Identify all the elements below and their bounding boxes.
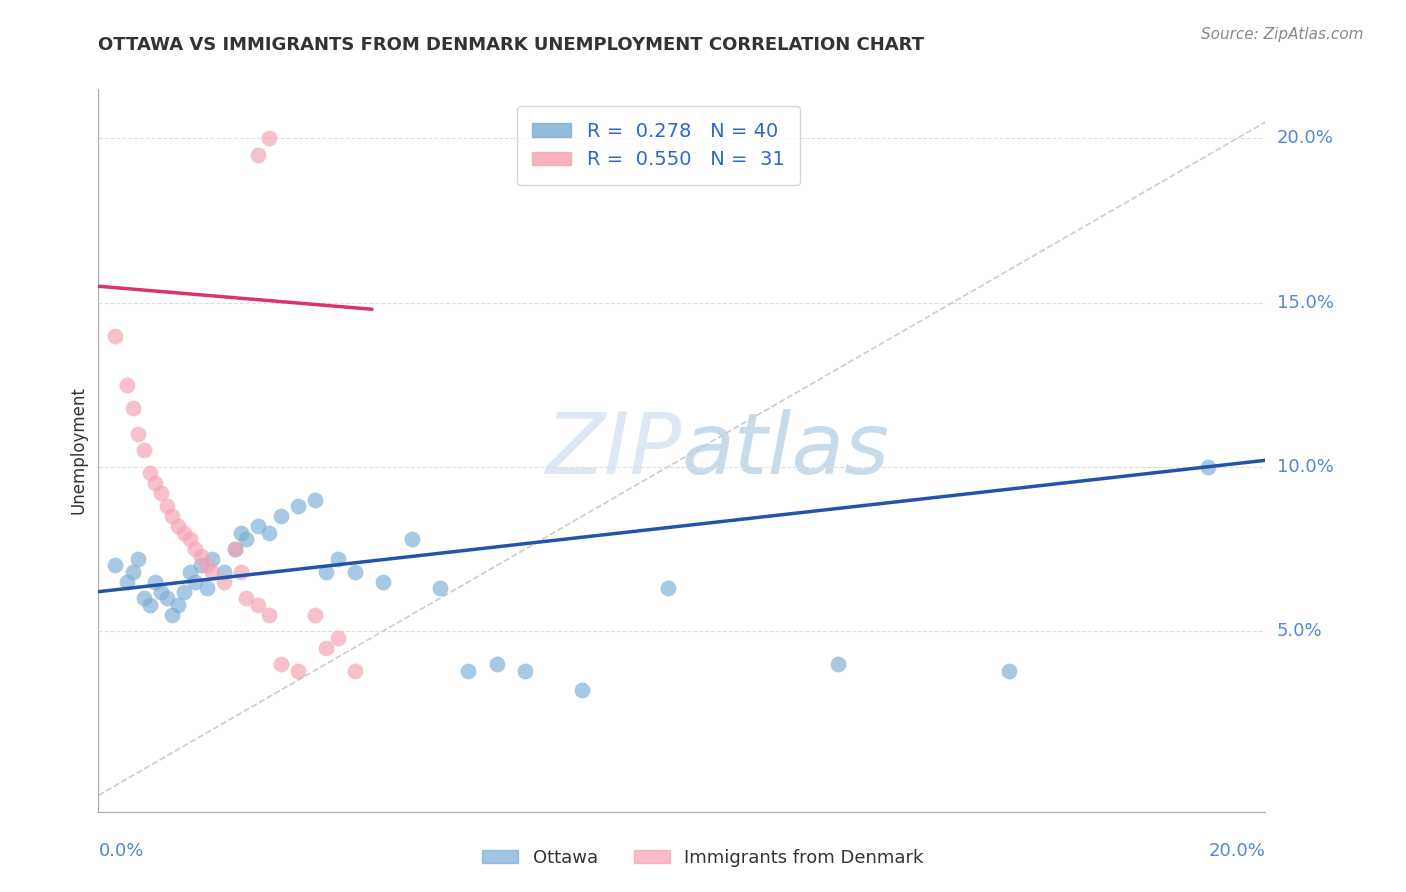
Point [343,565,366,579]
Legend: R =  0.278   N = 40, R =  0.550   N =  31: R = 0.278 N = 40, R = 0.550 N = 31 [517,106,800,185]
Point [315,565,337,579]
Point [162,509,184,524]
Point [143,574,166,589]
Point [224,541,246,556]
Point [104,558,127,573]
Point [343,664,366,678]
Point [246,598,269,612]
Point [184,574,207,589]
Point [190,558,212,573]
Point [138,467,160,481]
Point [246,148,269,162]
Point [827,657,849,671]
Point [315,640,337,655]
Point [212,574,235,589]
Point [515,664,537,678]
Point [326,631,349,645]
Point [246,519,269,533]
Point [201,551,224,566]
Point [150,486,173,500]
Point [184,541,207,556]
Point [104,328,127,343]
Text: 5.0%: 5.0% [1277,622,1322,640]
Point [156,500,179,514]
Text: OTTAWA VS IMMIGRANTS FROM DENMARK UNEMPLOYMENT CORRELATION CHART: OTTAWA VS IMMIGRANTS FROM DENMARK UNEMPL… [98,36,924,54]
Point [571,683,593,698]
Point [132,591,155,606]
Point [257,131,280,145]
Point [429,582,451,596]
Point [115,377,138,392]
Point [657,582,679,596]
Point [162,607,184,622]
Point [201,565,224,579]
Point [371,574,394,589]
Y-axis label: Unemployment: Unemployment [69,386,87,515]
Point [195,558,218,573]
Point [173,584,195,599]
Point [998,664,1021,678]
Text: Source: ZipAtlas.com: Source: ZipAtlas.com [1201,27,1364,42]
Point [235,532,257,546]
Text: 20.0%: 20.0% [1209,842,1265,860]
Point [229,565,252,579]
Point [179,565,201,579]
Point [150,584,173,599]
Point [179,532,201,546]
Point [1198,459,1220,474]
Point [304,492,326,507]
Point [257,607,280,622]
Point [235,591,257,606]
Point [287,500,309,514]
Point [121,565,143,579]
Point [326,551,349,566]
Point [167,598,190,612]
Point [304,607,326,622]
Legend: Ottawa, Immigrants from Denmark: Ottawa, Immigrants from Denmark [475,842,931,874]
Point [127,551,149,566]
Point [270,509,292,524]
Point [457,664,479,678]
Point [212,565,235,579]
Point [138,598,160,612]
Point [195,582,218,596]
Text: 20.0%: 20.0% [1277,129,1333,147]
Point [270,657,292,671]
Point [115,574,138,589]
Point [257,525,280,540]
Point [401,532,423,546]
Text: 0.0%: 0.0% [98,842,143,860]
Text: ZIP: ZIP [546,409,682,492]
Point [121,401,143,415]
Text: 15.0%: 15.0% [1277,293,1333,311]
Text: 10.0%: 10.0% [1277,458,1333,475]
Point [132,443,155,458]
Point [143,476,166,491]
Text: atlas: atlas [682,409,890,492]
Point [127,427,149,442]
Point [173,525,195,540]
Point [485,657,508,671]
Point [287,664,309,678]
Point [229,525,252,540]
Point [190,549,212,563]
Point [224,541,246,556]
Point [167,519,190,533]
Point [156,591,179,606]
